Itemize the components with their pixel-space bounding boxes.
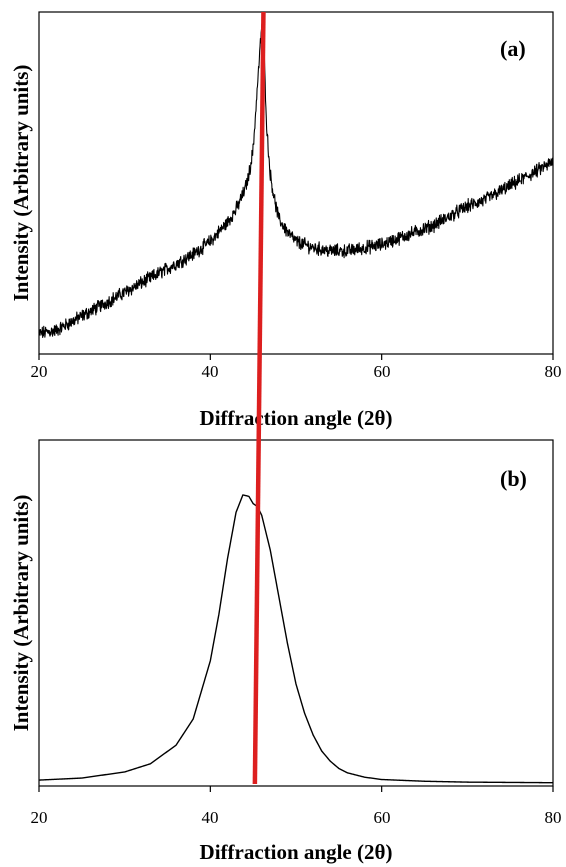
panel-a-series-line [38, 23, 554, 338]
panel-b-tick-label-2: 60 [374, 808, 391, 827]
panel-b-y-axis-title: Intensity (Arbitrary units) [9, 495, 33, 732]
panel-a-tick-label-2: 60 [374, 362, 391, 381]
panel-b-x-axis-title: Diffraction angle (2θ) [200, 840, 393, 864]
panel-b-series-line [38, 494, 554, 784]
peak-reference-line [252, 11, 266, 785]
panel-a-x-axis-title: Diffraction angle (2θ) [200, 406, 393, 430]
panel-a: 20 40 60 80 Diffraction angle (2θ) Inten… [9, 11, 562, 430]
panel-a-y-axis-title: Intensity (Arbitrary units) [9, 65, 33, 302]
panel-b-tick-label-3: 80 [545, 808, 562, 827]
panel-b-tick-label-0: 20 [31, 808, 48, 827]
panel-a-tick-label-3: 80 [545, 362, 562, 381]
panel-b-x-ticks [38, 786, 554, 792]
panel-a-frame [38, 11, 554, 355]
panel-a-label: (a) [500, 36, 526, 61]
panel-b-frame [38, 439, 554, 787]
panel-b-tick-label-1: 40 [202, 808, 219, 827]
panel-a-x-ticks [38, 354, 554, 360]
panel-b-label: (b) [500, 466, 527, 491]
panel-a-tick-label-1: 40 [202, 362, 219, 381]
panel-b: 20 40 60 80 Diffraction angle (2θ) Inten… [9, 439, 562, 864]
panel-a-tick-label-0: 20 [31, 362, 48, 381]
